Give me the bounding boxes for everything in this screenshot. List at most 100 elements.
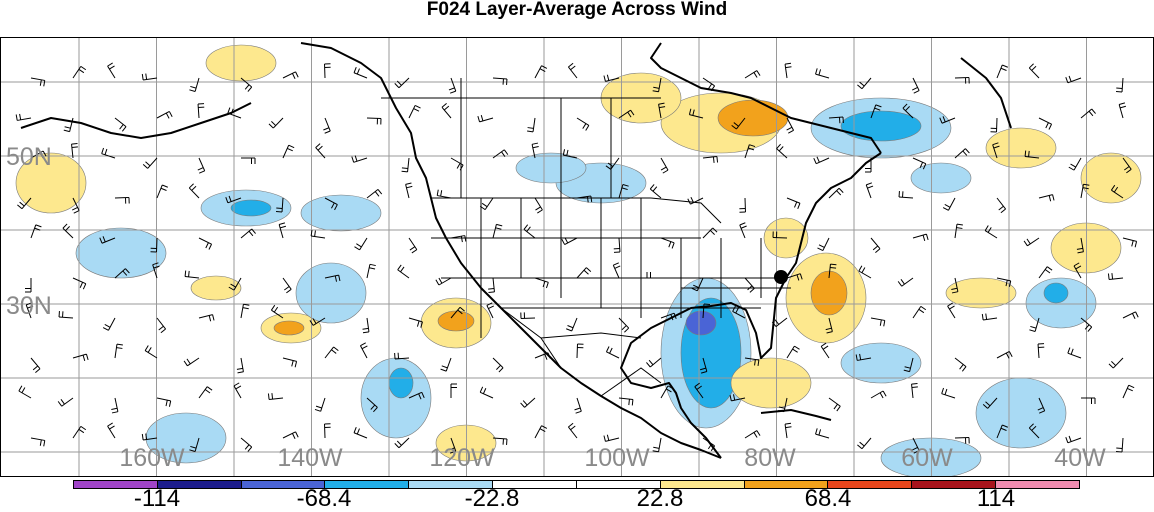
barb-flag [449, 88, 455, 90]
barb-staff [577, 118, 589, 125]
barb-flag [1029, 151, 1030, 157]
barb-flag [1047, 267, 1052, 271]
barb-staff [143, 78, 157, 80]
wind-barb [816, 68, 829, 78]
lon-label-80w: 80W [744, 446, 795, 471]
barb-staff [70, 118, 73, 132]
wind-barb [816, 428, 829, 438]
wind-barb [703, 228, 717, 238]
barb-flag [1092, 109, 1096, 114]
barb-flag [331, 350, 336, 354]
barb-flag [798, 203, 800, 209]
barb-flag [537, 210, 542, 213]
barb-flag [406, 186, 412, 187]
wind-barb [646, 358, 661, 367]
barb-staff [577, 268, 586, 278]
wind-barb [451, 236, 466, 243]
barb-staff [829, 398, 840, 406]
wind-barb [367, 118, 381, 124]
barb-flag [779, 147, 783, 151]
barb-staff [31, 78, 45, 80]
barb-flag [945, 204, 950, 207]
barb-flag [17, 205, 22, 209]
wind-barb [814, 157, 829, 164]
barb-flag [568, 325, 574, 327]
barb-flag [64, 130, 70, 131]
wind-barb [63, 224, 73, 238]
barb-flag [866, 183, 872, 185]
barb-staff [406, 184, 409, 198]
barb-flag [604, 436, 605, 442]
wind-barb [1066, 436, 1081, 443]
wind-barb [1038, 344, 1044, 358]
barb-flag [919, 309, 924, 312]
wind-barb [323, 118, 330, 133]
barb-staff [1039, 267, 1047, 278]
wind-barb [821, 343, 829, 358]
barb-staff [913, 306, 921, 318]
wind-barb [1108, 273, 1123, 279]
barb-staff [241, 304, 243, 318]
wind-barb [535, 198, 542, 213]
anomaly-contour [274, 321, 304, 335]
barb-staff [650, 189, 661, 198]
wind-barb [451, 384, 457, 398]
barb-staff [661, 238, 674, 243]
barb-flag [785, 423, 791, 424]
barb-flag [116, 348, 122, 349]
barb-flag [880, 320, 881, 326]
barb-flag [369, 268, 375, 269]
barb-flag [794, 202, 796, 208]
barb-staff [1109, 278, 1123, 279]
anomaly-fills [16, 45, 1141, 476]
barb-flag [1085, 325, 1089, 330]
barb-staff [145, 351, 157, 358]
barb-flag [1069, 436, 1071, 442]
barb-staff [480, 392, 493, 398]
barb-staff [948, 198, 955, 210]
wind-barb [268, 393, 283, 399]
barb-flag [357, 429, 359, 435]
barb-flag [362, 346, 367, 349]
barb-flag [402, 168, 408, 169]
barb-staff [195, 78, 199, 91]
wind-barb [871, 391, 886, 398]
wind-barb [568, 423, 577, 438]
barb-flag [480, 387, 482, 392]
lon-label-140w: 140W [277, 446, 342, 471]
barb-flag [206, 243, 209, 248]
barb-flag [1069, 76, 1071, 82]
wind-barb [785, 63, 791, 78]
barb-staff [619, 238, 620, 252]
barb-flag [839, 188, 843, 192]
barb-flag [483, 388, 485, 393]
barb-flag [1049, 195, 1050, 201]
barb-flag [363, 332, 369, 333]
barb-flag [607, 75, 608, 81]
barb-flag [901, 279, 905, 284]
wind-barb [31, 358, 40, 373]
barb-staff [115, 398, 118, 412]
barb-flag [79, 429, 84, 432]
barb-flag [943, 208, 948, 211]
wind-barb [1081, 109, 1096, 118]
barb-staff [1081, 184, 1083, 198]
barb-flag [793, 349, 798, 352]
barb-staff [485, 198, 493, 210]
barb-staff [59, 317, 73, 318]
wind-barb [409, 105, 421, 118]
barb-flag [786, 427, 792, 428]
barb-flag [80, 282, 82, 287]
barb-flag [1001, 68, 1007, 70]
wind-barb [367, 189, 382, 198]
barb-staff [525, 398, 535, 407]
barb-staff [661, 386, 668, 398]
wind-barb [185, 271, 199, 278]
wind-barb [311, 230, 325, 238]
barb-flag [1027, 239, 1030, 244]
barb-flag [354, 247, 359, 250]
wind-barb [653, 438, 661, 452]
barb-flag [289, 145, 294, 147]
barb-flag [661, 167, 666, 170]
barb-flag [444, 106, 449, 110]
